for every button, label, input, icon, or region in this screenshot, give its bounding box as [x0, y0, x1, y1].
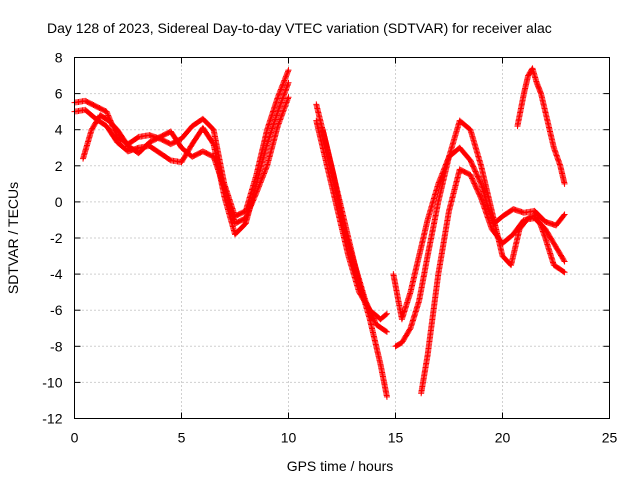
x-tick-label: 10: [281, 430, 297, 446]
y-tick-label: 6: [55, 86, 63, 102]
data-marker-trace: [319, 126, 390, 335]
y-tick-label: -4: [50, 266, 63, 282]
chart-title: Day 128 of 2023, Sidereal Day-to-day VTE…: [47, 20, 552, 36]
y-tick-label: -6: [50, 302, 63, 318]
y-tick-label: 8: [55, 50, 63, 66]
grid-layer: [74, 57, 610, 419]
y-tick-label: -2: [50, 230, 63, 246]
y-tick-label: 2: [55, 158, 63, 174]
y-axis-label: SDTVAR / TECUs: [5, 182, 21, 294]
y-tick-label: 0: [55, 194, 63, 210]
y-tick-label: -8: [50, 338, 63, 354]
data-marker-trace: [80, 94, 292, 227]
ticks-layer: 0 5 10 15 20 25 -12 -10 -8 -6 -4 -2 0 2 4 6 8: [42, 50, 617, 446]
series-sat-c: [80, 94, 292, 227]
series-sat-f: [319, 126, 390, 335]
data-marker-trace: [514, 65, 568, 187]
x-axis-label: GPS time / hours: [287, 458, 394, 474]
x-tick-label: 5: [178, 430, 186, 446]
y-tick-label: -10: [42, 374, 62, 390]
y-tick-label: 4: [55, 122, 63, 138]
data-points-layer: [71, 65, 568, 400]
series-sat-i: [418, 166, 568, 397]
x-tick-label: 0: [71, 430, 79, 446]
y-tick-label: -12: [42, 411, 62, 427]
series-sat-j: [514, 65, 568, 187]
x-tick-label: 25: [602, 430, 618, 446]
data-marker-trace: [418, 166, 568, 397]
x-tick-label: 15: [388, 430, 404, 446]
x-tick-label: 20: [495, 430, 511, 446]
